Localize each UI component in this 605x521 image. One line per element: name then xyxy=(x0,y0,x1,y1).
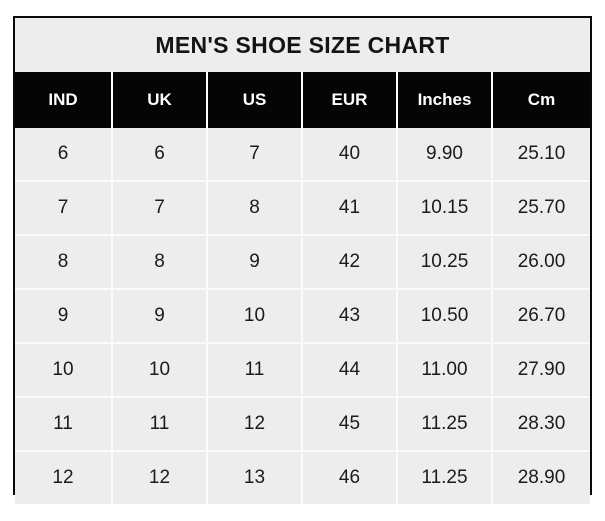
chart-title-row: MEN'S SHOE SIZE CHART xyxy=(15,18,590,72)
table-row: 10 10 11 44 11.00 27.90 xyxy=(15,343,590,398)
cell-uk: 6 xyxy=(112,128,208,182)
cell-uk: 8 xyxy=(112,235,208,290)
cell-uk: 11 xyxy=(112,397,208,452)
cell-cm: 25.70 xyxy=(492,181,590,236)
cell-inches: 11.00 xyxy=(397,343,493,398)
column-header-inches: Inches xyxy=(397,72,493,128)
cell-us: 11 xyxy=(207,343,303,398)
cell-uk: 7 xyxy=(112,181,208,236)
cell-ind: 11 xyxy=(15,397,113,452)
cell-cm: 28.30 xyxy=(492,397,590,452)
table-row: 6 6 7 40 9.90 25.10 xyxy=(15,128,590,182)
column-header-eur: EUR xyxy=(302,72,398,128)
cell-inches: 11.25 xyxy=(397,451,493,504)
cell-uk: 12 xyxy=(112,451,208,504)
cell-us: 8 xyxy=(207,181,303,236)
table-row: 12 12 13 46 11.25 28.90 xyxy=(15,451,590,504)
cell-eur: 45 xyxy=(302,397,398,452)
page-title: MEN'S SHOE SIZE CHART xyxy=(155,31,450,58)
column-header-us: US xyxy=(207,72,303,128)
cell-inches: 11.25 xyxy=(397,397,493,452)
table-row: 11 11 12 45 11.25 28.30 xyxy=(15,397,590,452)
cell-inches: 10.50 xyxy=(397,289,493,344)
cell-us: 12 xyxy=(207,397,303,452)
size-chart-table: IND UK US EUR Inches Cm 6 6 7 40 9.90 25… xyxy=(15,72,590,504)
cell-eur: 46 xyxy=(302,451,398,504)
cell-ind: 8 xyxy=(15,235,113,290)
cell-us: 13 xyxy=(207,451,303,504)
table-row: 7 7 8 41 10.15 25.70 xyxy=(15,181,590,236)
cell-eur: 43 xyxy=(302,289,398,344)
cell-eur: 42 xyxy=(302,235,398,290)
cell-cm: 28.90 xyxy=(517,467,566,488)
cell-cm: 26.70 xyxy=(492,289,590,344)
cell-uk: 9 xyxy=(112,289,208,344)
column-header-uk: UK xyxy=(112,72,208,128)
cell-ind: 7 xyxy=(15,181,113,236)
cell-inches: 10.15 xyxy=(397,181,493,236)
cell-cm: 25.10 xyxy=(492,128,590,182)
cell-ind: 12 xyxy=(15,451,113,504)
cell-us: 9 xyxy=(207,235,303,290)
cell-cm: 27.90 xyxy=(492,343,590,398)
cell-ind: 10 xyxy=(15,343,113,398)
cell-eur: 41 xyxy=(302,181,398,236)
table-header-row: IND UK US EUR Inches Cm xyxy=(15,72,590,128)
table-row: 9 9 10 43 10.50 26.70 xyxy=(15,289,590,344)
table-row: 8 8 9 42 10.25 26.00 xyxy=(15,235,590,290)
cell-eur: 44 xyxy=(302,343,398,398)
cell-us: 10 xyxy=(207,289,303,344)
cell-ind: 6 xyxy=(15,128,113,182)
column-header-cm: Cm xyxy=(527,90,556,109)
cell-us: 7 xyxy=(207,128,303,182)
cell-uk: 10 xyxy=(112,343,208,398)
table-header: IND UK US EUR Inches Cm xyxy=(15,72,590,128)
size-chart-container: MEN'S SHOE SIZE CHART IND UK US EUR Inch… xyxy=(13,16,592,504)
column-header-ind: IND xyxy=(15,72,113,128)
cell-inches: 10.25 xyxy=(397,235,493,290)
cell-inches: 9.90 xyxy=(397,128,493,182)
cell-eur: 40 xyxy=(302,128,398,182)
cell-cm: 26.00 xyxy=(492,235,590,290)
cell-ind: 9 xyxy=(15,289,113,344)
table-body: 6 6 7 40 9.90 25.10 7 7 8 41 10.15 25.70… xyxy=(15,128,590,504)
